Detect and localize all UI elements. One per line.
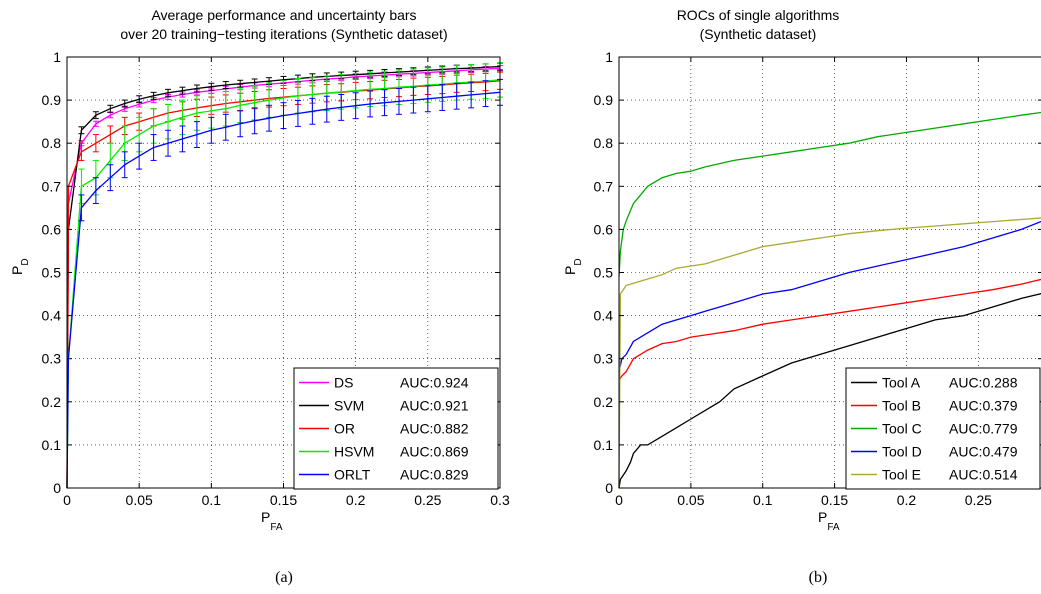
panel-b-line-tool-d <box>618 220 1041 372</box>
panel-b-ytick-label: 0.8 <box>594 135 614 151</box>
panel-b-xtick-label: 0.2 <box>897 492 917 508</box>
panel-b-xlabel: PFA <box>818 509 840 533</box>
panel-b-ytick-label: 0.2 <box>594 394 614 410</box>
panel-b-ticks: 0 0.05 0.1 0.15 0.2 0.25 0 0.1 0.2 0.3 0.4 0.5 0.6 0.… <box>594 49 1041 508</box>
panel-a-xtick-label: 0.2 <box>346 492 366 508</box>
panel-b-legend-auc-tool-a: AUC:0.288 <box>949 375 1018 391</box>
panel-b-xlabel-main: P <box>818 509 827 525</box>
panel-b-legend-name-tool-e: Tool E <box>882 467 921 483</box>
panel-a-legend-auc-hsvm: AUC:0.869 <box>400 444 469 460</box>
panel-b-xtick-label: 0.15 <box>821 492 848 508</box>
panel-a-xlabel-sub: FA <box>270 522 283 533</box>
panel-a-legend-auc-orlt: AUC:0.829 <box>400 467 469 483</box>
panel-b-xtick-label: 0 <box>615 492 623 508</box>
panel-a-legend-name-orlt: ORLT <box>334 467 371 483</box>
panel-b-ytick-label: 0.7 <box>594 178 614 194</box>
panel-a-legend-auc-svm: AUC:0.921 <box>400 398 469 414</box>
panel-b-ytick-label: 1 <box>605 49 613 65</box>
caption-b: (b) <box>809 569 828 586</box>
panel-b-grid <box>619 57 1041 488</box>
panel-b-xtick-label: 0.05 <box>677 492 704 508</box>
panel-b-chart: ROCs of single algorithms (Synthetic dat… <box>562 7 1041 533</box>
panel-a-xtick-label: 0 <box>63 492 71 508</box>
caption-a: (a) <box>275 569 293 586</box>
panel-b-legend-auc-tool-c: AUC:0.779 <box>949 421 1018 437</box>
panel-a-ytick-label: 0.3 <box>42 351 62 367</box>
panel-b-line-tool-c <box>618 111 1041 277</box>
panel-b-title-line-1: ROCs of single algorithms <box>677 7 840 23</box>
panel-a-chart: Average performance and uncertainty bars… <box>9 7 510 533</box>
panel-a-ytick-label: 0.1 <box>42 437 62 453</box>
panel-a-line-hsvm <box>66 79 501 489</box>
panel-b-ytick-label: 0.3 <box>594 351 614 367</box>
panel-b-xtick-label: 0.1 <box>753 492 773 508</box>
panel-b-ytick-label: 0.6 <box>594 221 614 237</box>
panel-b-ytick-label: 0.4 <box>594 308 614 324</box>
panel-b-ylabel-sub: D <box>573 258 584 265</box>
panel-b-legend-name-tool-c: Tool C <box>882 421 922 437</box>
panel-b-legend-name-tool-d: Tool D <box>882 444 922 460</box>
panel-a-xtick-label: 0.1 <box>202 492 222 508</box>
panel-a-ytick-label: 0.4 <box>42 308 62 324</box>
panel-b-ylabel: PD <box>562 258 584 275</box>
panel-a-xlabel-main: P <box>261 509 270 525</box>
panel-a-xtick-label: 0.3 <box>490 492 510 508</box>
panel-a-line-orlt <box>66 91 501 489</box>
panel-a-title-line-2: over 20 training−testing iterations (Syn… <box>120 26 447 42</box>
panel-a-ylabel: PD <box>9 258 31 275</box>
panel-b-line-tool-b <box>618 278 1041 381</box>
panel-a-line-svm <box>66 65 501 489</box>
panel-a-ytick-label: 0.8 <box>42 135 62 151</box>
panel-b-xtick-label: 0.25 <box>965 492 992 508</box>
panel-b-legend-name-tool-b: Tool B <box>882 398 921 414</box>
panel-a-legend-name-ds: DS <box>334 375 353 391</box>
panel-b-line-tool-a <box>618 293 1041 489</box>
panel-b-series <box>618 111 1041 489</box>
panel-b-legend: Tool A AUC:0.288 Tool B AUC:0.379 Tool C AUC:… <box>845 367 1041 490</box>
panel-b-legend-auc-tool-e: AUC:0.514 <box>949 467 1018 483</box>
panel-a-legend-auc-or: AUC:0.882 <box>400 421 469 437</box>
panel-a-xtick-label: 0.25 <box>414 492 441 508</box>
panel-a-legend: DS AUC:0.924 SVM AUC:0.921 OR AUC:0.882 HSVM AU… <box>293 367 499 490</box>
panel-a-ytick-label: 1 <box>53 49 61 65</box>
panel-a-ytick-label: 0.9 <box>42 92 62 108</box>
panel-a-ytick-label: 0.5 <box>42 265 62 281</box>
panel-b-ytick-label: 0 <box>605 480 613 496</box>
panel-a-title-line-1: Average performance and uncertainty bars <box>151 7 416 23</box>
panel-a-legend-auc-ds: AUC:0.924 <box>400 375 469 391</box>
panel-a-ytick-label: 0.6 <box>42 221 62 237</box>
panel-b-line-tool-e <box>618 217 1041 489</box>
panel-a-xtick-label: 0.15 <box>270 492 297 508</box>
panel-a-legend-name-svm: SVM <box>334 398 364 414</box>
panel-b-legend-box <box>845 367 1041 490</box>
panel-b-ytick-label: 0.5 <box>594 265 614 281</box>
panel-b-legend-auc-tool-b: AUC:0.379 <box>949 398 1018 414</box>
panel-b-ytick-label: 0.1 <box>594 437 614 453</box>
panel-b-legend-name-tool-a: Tool A <box>882 375 921 391</box>
panel-a-ytick-label: 0.2 <box>42 394 62 410</box>
panel-a-ylabel-sub: D <box>20 258 31 265</box>
panel-b-ylabel-main: P <box>562 266 578 275</box>
panel-b-xlabel-sub: FA <box>827 522 840 533</box>
panel-a-legend-name-or: OR <box>334 421 355 437</box>
panel-a-ylabel-main: P <box>9 266 25 275</box>
panel-b-legend-auc-tool-d: AUC:0.479 <box>949 444 1018 460</box>
panel-b-title-line-2: (Synthetic dataset) <box>700 26 817 42</box>
panel-b-ytick-label: 0.9 <box>594 92 614 108</box>
panel-a-ytick-label: 0.7 <box>42 178 62 194</box>
panel-a-ytick-label: 0 <box>53 480 61 496</box>
panel-a-line-ds <box>66 67 501 489</box>
panel-a-legend-name-hsvm: HSVM <box>334 444 374 460</box>
panel-a-xtick-label: 0.05 <box>126 492 153 508</box>
panel-a-xlabel: PFA <box>261 509 283 533</box>
